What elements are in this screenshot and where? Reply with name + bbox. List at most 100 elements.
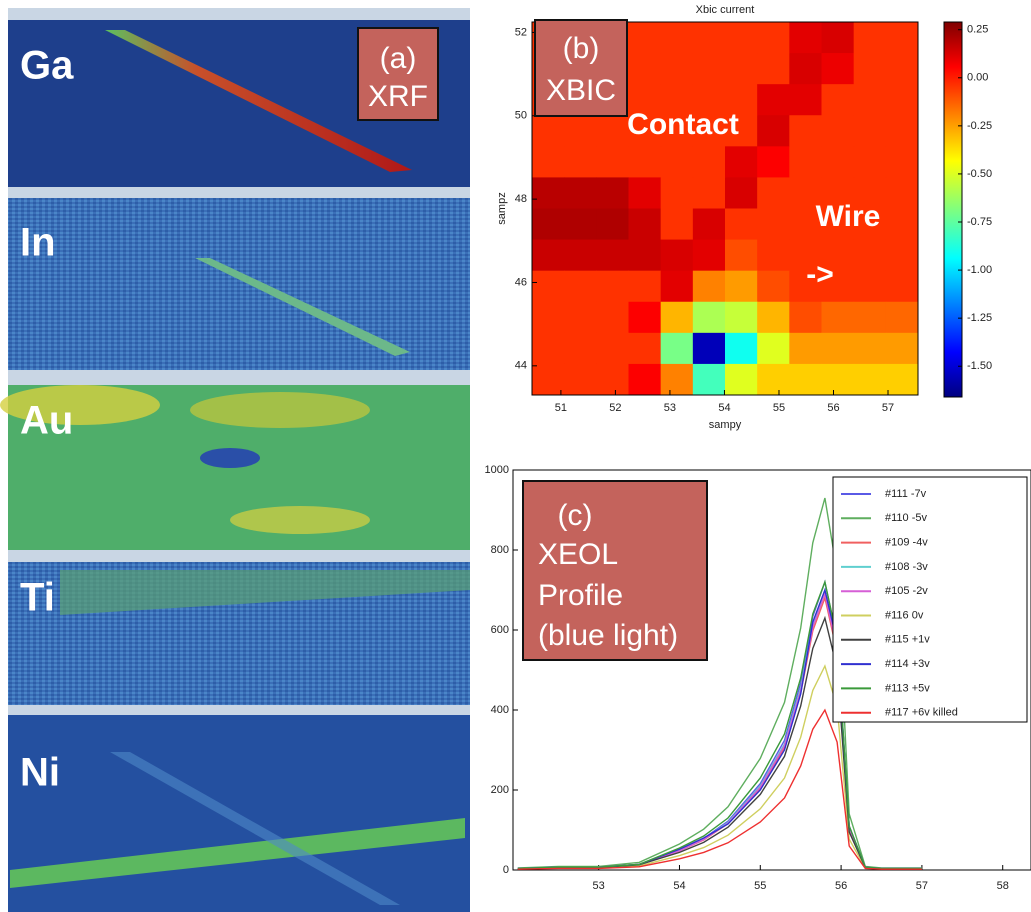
heatmap-cell bbox=[822, 115, 855, 147]
heatmap-cell bbox=[854, 22, 887, 54]
heatmap-cell bbox=[725, 53, 758, 85]
colorbar-tick-label: -0.75 bbox=[967, 216, 992, 228]
annotation: XEOL bbox=[538, 538, 618, 571]
heatmap-cell bbox=[661, 271, 694, 303]
heatmap-cell bbox=[629, 53, 662, 85]
heatmap-cell bbox=[532, 177, 565, 209]
heatmap-cell bbox=[661, 22, 694, 54]
heatmap-cell bbox=[789, 115, 822, 147]
heatmap-cell bbox=[757, 333, 790, 365]
y-tick-label: 1000 bbox=[485, 464, 509, 476]
heatmap-cell bbox=[661, 177, 694, 209]
heatmap-cell bbox=[532, 302, 565, 334]
heatmap-cell bbox=[661, 240, 694, 272]
heatmap-cell bbox=[854, 53, 887, 85]
heatmap-cell bbox=[757, 209, 790, 241]
heatmap-cell bbox=[564, 115, 597, 147]
heatmap-cell bbox=[564, 240, 597, 272]
heatmap-cell bbox=[854, 364, 887, 396]
heatmap-cell bbox=[725, 302, 758, 334]
heatmap-cell bbox=[757, 84, 790, 116]
heatmap-cell bbox=[596, 209, 629, 241]
heatmap-cell bbox=[886, 271, 919, 303]
legend-item: #117 +6v killed bbox=[885, 707, 958, 719]
arrow-label: -> bbox=[806, 258, 834, 291]
map-ni bbox=[8, 715, 470, 912]
au-spot bbox=[200, 448, 260, 468]
heatmap-cell bbox=[789, 84, 822, 116]
heatmap-cell bbox=[661, 302, 694, 334]
heatmap-cell bbox=[661, 146, 694, 178]
y-tick-label: 52 bbox=[515, 26, 527, 38]
x-tick-label: 53 bbox=[593, 880, 605, 892]
colorbar-tick-label: -0.50 bbox=[967, 168, 992, 180]
heatmap-cell bbox=[629, 146, 662, 178]
heatmap-cell bbox=[822, 302, 855, 334]
legend-item: #110 -5v bbox=[885, 512, 927, 524]
wire-label: Wire bbox=[816, 200, 881, 233]
heatmap-cell bbox=[725, 22, 758, 54]
heatmap-cell bbox=[789, 333, 822, 365]
colorbar-tick-label: -1.50 bbox=[967, 360, 992, 372]
heatmap-cell bbox=[854, 240, 887, 272]
x-tick-label: 53 bbox=[664, 402, 676, 414]
legend-item: #115 +1v bbox=[885, 634, 930, 646]
heatmap-cell bbox=[564, 333, 597, 365]
x-tick-label: 56 bbox=[827, 402, 839, 414]
x-axis-label: sampy bbox=[709, 419, 742, 431]
method-label: XRF bbox=[368, 80, 428, 113]
heatmap-cell bbox=[693, 333, 726, 365]
heatmap-cell bbox=[822, 53, 855, 85]
colorbar-tick-label: -1.00 bbox=[967, 264, 992, 276]
map-in bbox=[8, 198, 470, 370]
plots: 515253545556574446485052sampysampzXbic c… bbox=[485, 4, 1031, 892]
heatmap-cell bbox=[596, 146, 629, 178]
heatmap-cell bbox=[725, 240, 758, 272]
x-tick-label: 58 bbox=[997, 880, 1009, 892]
heatmap-cell bbox=[757, 364, 790, 396]
y-tick-label: 0 bbox=[503, 864, 509, 876]
y-tick-label: 400 bbox=[491, 704, 509, 716]
x-tick-label: 52 bbox=[609, 402, 621, 414]
heatmap-cell bbox=[532, 333, 565, 365]
heatmap-cell bbox=[629, 364, 662, 396]
annotation: (blue light) bbox=[538, 619, 678, 652]
legend-item: #113 +5v bbox=[885, 682, 930, 694]
contact-label: Contact bbox=[627, 108, 739, 141]
heatmap-cell bbox=[596, 115, 629, 147]
heatmap-cell bbox=[564, 271, 597, 303]
au-patch bbox=[230, 506, 370, 534]
x-tick-label: 55 bbox=[754, 880, 766, 892]
panel-label: (c) bbox=[558, 499, 593, 532]
heatmap-cell bbox=[854, 115, 887, 147]
heatmap-cell bbox=[725, 333, 758, 365]
heatmap-cell bbox=[822, 333, 855, 365]
heatmap-cell bbox=[757, 53, 790, 85]
heatmap-cell bbox=[854, 146, 887, 178]
heatmap-cell bbox=[661, 364, 694, 396]
heatmap-cell bbox=[661, 209, 694, 241]
colorbar-tick-label: -1.25 bbox=[967, 312, 992, 324]
colorbar-tick-label: 0.00 bbox=[967, 72, 988, 84]
x-tick-label: 54 bbox=[673, 880, 685, 892]
heatmap-cell bbox=[629, 333, 662, 365]
y-axis-label: sampz bbox=[496, 192, 508, 224]
legend bbox=[833, 477, 1027, 722]
heatmap-cell bbox=[886, 22, 919, 54]
heatmap-cell bbox=[532, 240, 565, 272]
colorbar-tick-label: -0.25 bbox=[967, 120, 992, 132]
element-label: Au bbox=[20, 399, 73, 443]
heatmap-cell bbox=[725, 209, 758, 241]
heatmap-cell bbox=[661, 53, 694, 85]
heatmap-cell bbox=[661, 333, 694, 365]
heatmap-cell bbox=[596, 177, 629, 209]
heatmap-cell bbox=[693, 364, 726, 396]
heatmap-cell bbox=[822, 84, 855, 116]
heatmap-cell bbox=[629, 240, 662, 272]
annotation: Profile bbox=[538, 579, 623, 612]
heatmap-cell bbox=[789, 146, 822, 178]
legend-item: #109 -4v bbox=[885, 537, 928, 549]
heatmap-cell bbox=[789, 53, 822, 85]
heatmap-cell bbox=[757, 115, 790, 147]
heatmap-cell bbox=[854, 271, 887, 303]
